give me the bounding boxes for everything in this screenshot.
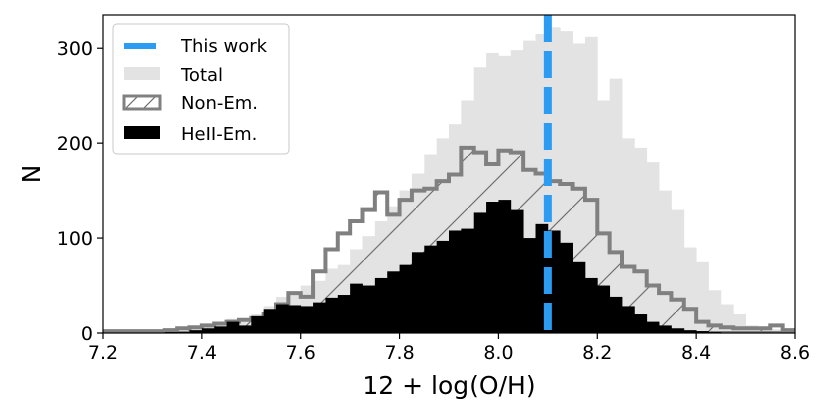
total-bar-48 [696,261,709,333]
heii-em-bar-7 [189,330,203,333]
heii-em-bar-39 [584,277,598,333]
heii-em-bar-15 [288,305,302,333]
x-tick-label-1: 7.4 [187,342,217,364]
x-tick-label-2: 7.6 [286,342,316,364]
legend: This work Total Non-Em. HeII-Em. [112,23,290,155]
heii-em-bar-20 [350,283,363,333]
heii-em-bar-21 [362,285,376,333]
x-axis: 7.2 7.4 7.6 7.8 8.0 8.2 8.4 8.6 [88,333,810,364]
y-tick-label-3: 300 [57,38,93,60]
heii-em-bar-32 [498,200,512,333]
heii-em-bar-11 [238,325,252,333]
legend-label-non-em: Non-Em. [181,93,258,114]
heii-em-bar-9 [214,326,227,333]
heii-em-bar-43 [634,314,648,333]
x-axis-label: 12 + log(O/H) [362,371,535,400]
legend-label-total: Total [180,65,223,86]
heii-em-bar-25 [411,252,425,333]
heii-em-bar-41 [609,296,623,333]
y-tick-label-0: 0 [81,323,93,345]
heii-em-bar-46 [671,328,685,333]
legend-swatch-heii-em [124,126,160,139]
heii-em-bar-23 [387,271,400,333]
heii-em-bar-17 [313,302,326,333]
x-tick-label-0: 7.2 [88,342,118,364]
heii-em-bar-24 [399,264,413,333]
heii-em-bar-26 [424,245,438,333]
heii-em-bar-10 [226,321,240,333]
y-tick-label-1: 100 [57,228,93,250]
heii-em-bar-16 [300,306,314,333]
x-tick-label-4: 8.0 [483,342,513,364]
total-bar-49 [708,290,722,333]
heii-em-bar-34 [523,238,536,333]
heii-em-bar-38 [572,261,586,333]
legend-box [112,23,290,155]
x-tick-label-7: 8.6 [780,342,810,364]
x-tick-label-5: 8.2 [582,342,612,364]
heii-em-bar-27 [436,240,450,333]
heii-em-bar-22 [374,277,388,333]
heii-em-bar-13 [263,309,277,333]
y-axis: 0 100 200 300 [57,38,103,345]
heii-em-bar-33 [510,209,524,333]
heii-em-bar-48 [696,331,709,333]
heii-em-bar-12 [251,315,265,333]
legend-label-this-work: This work [180,36,268,57]
y-tick-label-2: 200 [57,133,93,155]
x-tick-label-6: 8.4 [681,342,711,364]
heii-em-bar-30 [473,212,487,333]
legend-label-heii-em: HeII-Em. [181,124,257,145]
y-axis-label: N [17,165,46,184]
legend-swatch-non-em [122,94,162,111]
heii-em-bar-37 [560,242,573,333]
heii-em-bar-8 [201,328,215,333]
heii-em-bar-18 [325,297,339,333]
heii-em-bar-19 [337,295,351,333]
heii-em-bar-47 [683,330,697,333]
heii-em-bar-40 [597,285,611,333]
heii-em-bar-44 [646,321,660,333]
heii-em-bar-42 [622,306,635,333]
heii-em-bar-31 [486,202,499,333]
heii-em-bar-14 [276,304,289,333]
heii-em-bar-28 [449,230,462,333]
heii-em-bar-29 [461,228,475,333]
plot-frame [102,14,796,334]
x-tick-label-3: 7.8 [384,342,414,364]
legend-swatch-total [124,67,160,80]
heii-em-bar-45 [659,325,672,333]
